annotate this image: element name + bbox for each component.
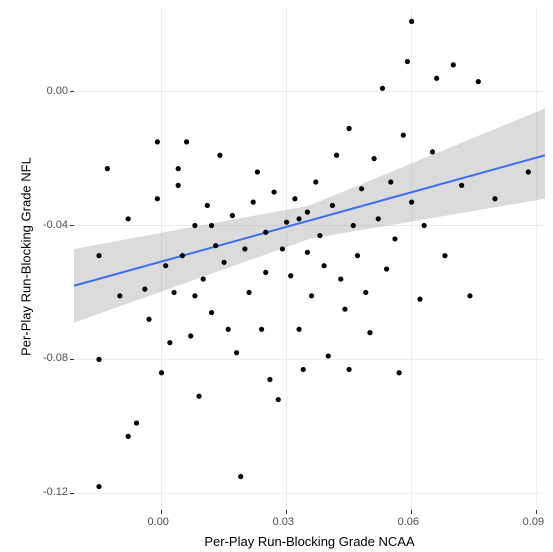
x-tick-label: 0.03: [273, 516, 294, 528]
x-tick-mark: [286, 510, 287, 514]
x-tick-label: 0.06: [398, 516, 419, 528]
y-tick-mark: [70, 359, 74, 360]
y-axis-label: Per-Play Run-Blocking Grade NFL: [19, 137, 34, 377]
x-tick-label: 0.00: [148, 516, 169, 528]
y-tick-label: -0.08: [43, 352, 68, 364]
y-tick-mark: [70, 493, 74, 494]
x-tick-mark: [411, 510, 412, 514]
x-tick-mark: [161, 510, 162, 514]
y-tick-label: 0.00: [47, 85, 68, 97]
x-tick-mark: [536, 510, 537, 514]
y-tick-mark: [70, 91, 74, 92]
x-axis-label: Per-Play Run-Blocking Grade NCAA: [190, 534, 430, 549]
y-tick-label: -0.12: [43, 486, 68, 498]
x-tick-label: 0.09: [523, 516, 544, 528]
y-tick-label: -0.04: [43, 219, 68, 231]
y-tick-mark: [70, 225, 74, 226]
chart-svg: [0, 0, 553, 552]
scatter-chart: 0.00 0.03 0.06 0.09 -0.12 -0.08 -0.04 0.00 Per-…: [0, 0, 553, 552]
